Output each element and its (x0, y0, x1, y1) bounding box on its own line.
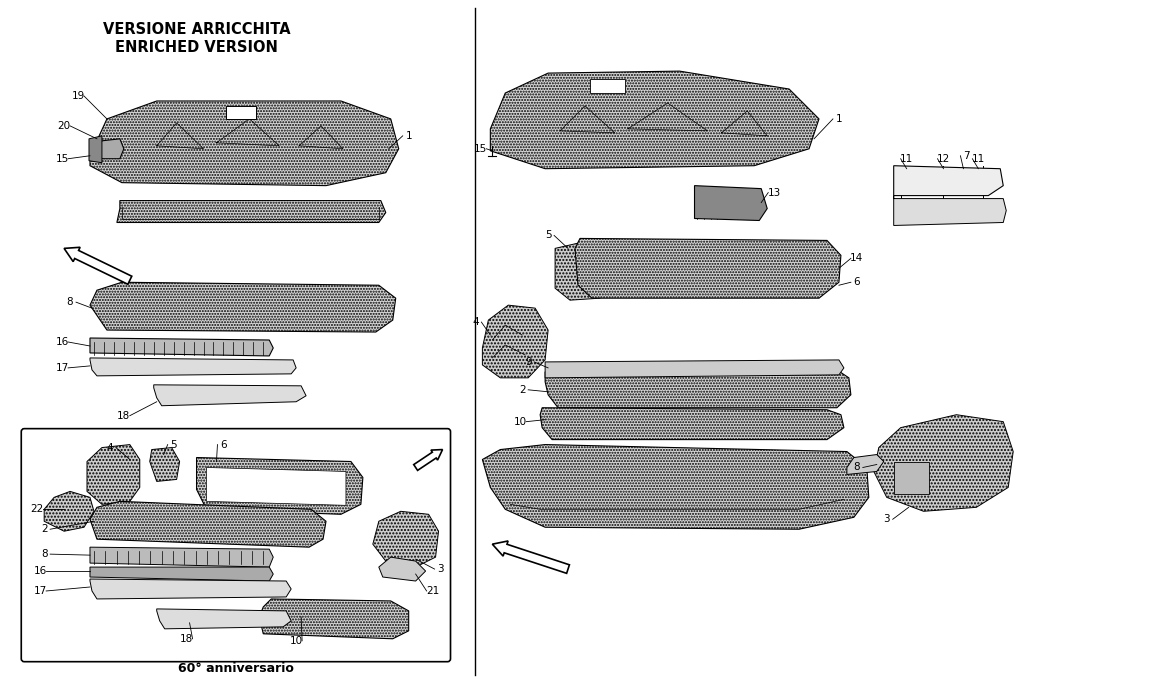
Polygon shape (90, 338, 274, 356)
Text: VERSIONE ARRICCHITA: VERSIONE ARRICCHITA (102, 22, 290, 37)
Text: 15: 15 (55, 154, 69, 164)
Text: 17: 17 (33, 586, 47, 596)
Polygon shape (490, 71, 819, 169)
Text: 5: 5 (545, 230, 551, 240)
Text: 16: 16 (33, 566, 47, 576)
Polygon shape (540, 408, 844, 440)
Text: 4: 4 (107, 443, 113, 453)
Polygon shape (482, 305, 549, 378)
Polygon shape (575, 238, 841, 298)
Polygon shape (414, 449, 443, 471)
Text: 1: 1 (836, 114, 842, 124)
Text: 15: 15 (474, 144, 486, 154)
Text: 11: 11 (972, 154, 986, 164)
Polygon shape (90, 547, 274, 567)
Text: 8: 8 (67, 297, 74, 307)
Polygon shape (874, 415, 1013, 512)
Polygon shape (894, 462, 928, 494)
Text: 22: 22 (31, 504, 44, 514)
Polygon shape (90, 358, 297, 376)
Polygon shape (98, 139, 124, 158)
Text: 60° anniversario: 60° anniversario (178, 662, 294, 675)
Text: 9: 9 (524, 357, 531, 367)
Polygon shape (156, 609, 291, 629)
Polygon shape (197, 458, 363, 514)
Text: 1: 1 (405, 131, 412, 141)
Polygon shape (117, 201, 385, 223)
Text: 6: 6 (220, 440, 227, 449)
Text: 7: 7 (963, 151, 969, 161)
Polygon shape (378, 557, 426, 581)
Polygon shape (64, 247, 132, 284)
Polygon shape (90, 501, 325, 547)
Polygon shape (44, 491, 94, 531)
Polygon shape (492, 541, 569, 573)
Polygon shape (87, 445, 140, 504)
Text: 20: 20 (58, 121, 70, 131)
Text: 10: 10 (290, 636, 302, 646)
Polygon shape (259, 599, 408, 639)
Text: 3: 3 (437, 564, 444, 574)
Polygon shape (555, 240, 612, 300)
Polygon shape (90, 579, 291, 599)
Polygon shape (894, 195, 1006, 225)
Polygon shape (90, 282, 396, 332)
Text: ENRICHED VERSION: ENRICHED VERSION (115, 40, 278, 55)
Text: 17: 17 (55, 363, 69, 373)
Polygon shape (482, 445, 868, 529)
Polygon shape (545, 370, 851, 408)
Text: 8: 8 (853, 462, 860, 473)
Text: 13: 13 (767, 188, 781, 197)
Polygon shape (154, 385, 306, 406)
Text: 2: 2 (519, 385, 526, 395)
Text: 5: 5 (170, 440, 177, 449)
Text: 10: 10 (514, 417, 527, 427)
Text: 8: 8 (41, 549, 47, 559)
Text: 16: 16 (55, 337, 69, 347)
Text: 12: 12 (937, 154, 950, 164)
Polygon shape (150, 447, 179, 482)
Text: 2: 2 (41, 525, 47, 534)
Text: 18: 18 (117, 410, 130, 421)
Polygon shape (545, 360, 844, 378)
Polygon shape (90, 101, 399, 186)
Text: 21: 21 (426, 586, 439, 596)
Polygon shape (90, 567, 274, 581)
Polygon shape (695, 186, 767, 221)
Polygon shape (590, 79, 624, 93)
Polygon shape (227, 106, 256, 119)
Polygon shape (207, 467, 346, 505)
Polygon shape (846, 455, 883, 475)
FancyBboxPatch shape (21, 429, 451, 662)
Polygon shape (894, 166, 1003, 195)
Text: 18: 18 (179, 634, 193, 644)
Text: 6: 6 (853, 277, 860, 288)
Text: 11: 11 (900, 154, 913, 164)
Text: 19: 19 (71, 91, 85, 101)
Text: 14: 14 (850, 253, 864, 264)
Text: 3: 3 (883, 514, 890, 525)
Text: 4: 4 (473, 317, 478, 327)
Polygon shape (373, 512, 438, 567)
Polygon shape (89, 136, 102, 163)
